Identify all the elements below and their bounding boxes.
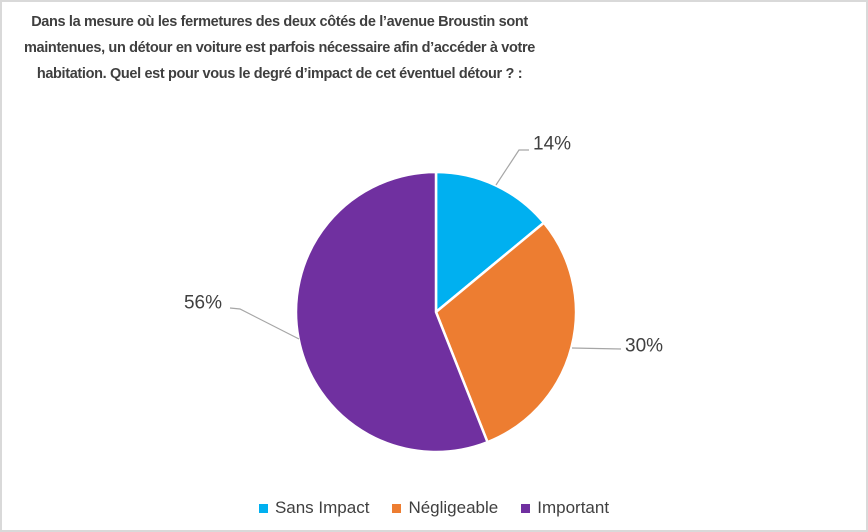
legend: Sans Impact Négligeable Important [2,498,866,518]
legend-item-label: Sans Impact [274,498,370,517]
data-label-leader-negligeable [571,347,622,350]
data-label-leader-important [229,307,300,340]
data-label-important: 56% [184,293,222,314]
data-label-negligeable: 30% [625,336,663,357]
legend-swatch-icon [521,503,531,513]
chart-title: Dans la mesure où les fermetures des deu… [8,9,551,87]
pie-slice-sans-impact [434,170,546,314]
legend-swatch-icon [258,503,268,513]
data-label-sans-impact: 14% [533,134,571,155]
legend-item-label: Important [537,498,610,517]
legend-item-label: Négligeable [408,498,499,517]
chart-title-line-1: Dans la mesure où les fermetures des deu… [31,14,528,30]
legend-swatch-icon [392,503,402,513]
pie-slice-negligeable [434,221,578,444]
chart-title-line-2: maintenues, un détour en voiture est par… [24,40,535,56]
legend-item-sans-impact: Sans Impact [258,498,370,518]
data-label-leader-sans-impact [495,149,529,186]
chart-title-line-3: habitation. Quel est pour vous le degré … [36,66,523,82]
legend-item-negligeable: Négligeable [392,498,498,518]
legend-item-important: Important [521,498,609,518]
